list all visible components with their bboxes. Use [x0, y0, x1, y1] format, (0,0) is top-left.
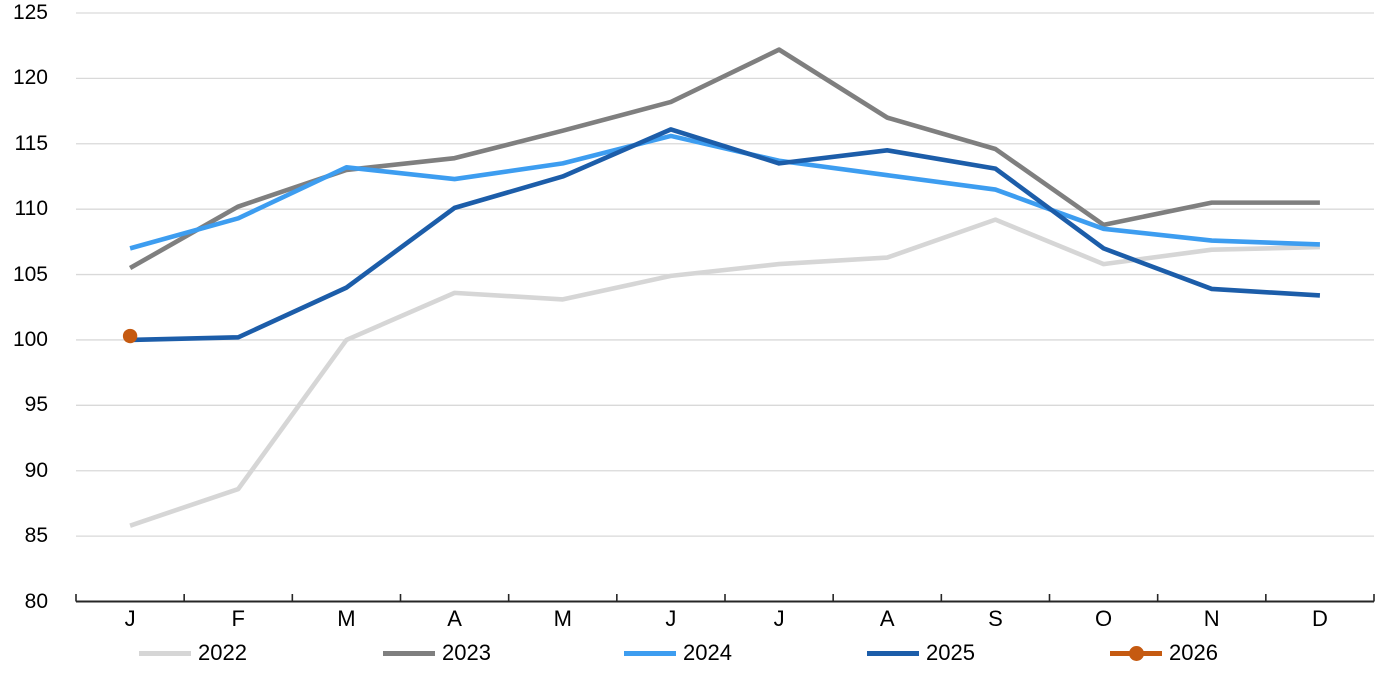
series-line-2024: [129, 133, 1320, 251]
series-line-2022: [129, 217, 1320, 528]
legend-label: 2023: [442, 640, 491, 665]
legend-label: 2024: [683, 640, 732, 665]
legend-label: 2022: [198, 640, 247, 665]
data-point-2026: [122, 328, 138, 344]
legend: 2022 2023 2024 2025 2026: [0, 640, 1400, 670]
x-axis-label: S: [988, 606, 1003, 631]
series-line-2025: [130, 127, 1321, 343]
x-axis-label: J: [124, 606, 136, 631]
x-axis-label: A: [879, 606, 895, 631]
x-axis-label: F: [231, 606, 245, 631]
y-axis-label: 120: [12, 66, 48, 90]
y-axis-label: 105: [12, 262, 48, 286]
legend-label: 2025: [926, 640, 975, 665]
legend-marker-dot-icon: [1129, 646, 1144, 661]
plot-area: [75, 12, 1375, 603]
x-axis-label: O: [1095, 606, 1113, 631]
x-axis-label: N: [1203, 606, 1220, 631]
x-axis-label: M: [553, 606, 572, 631]
legend-label: 2026: [1169, 640, 1218, 665]
y-axis-label: 80: [24, 589, 48, 613]
x-axis-label: J: [665, 606, 677, 631]
legend-line-swatch-icon: [624, 651, 676, 656]
y-axis-label: 100: [12, 327, 48, 351]
y-axis-label: 115: [14, 131, 48, 155]
x-axis-label: J: [773, 606, 785, 631]
y-axis-label: 95: [24, 393, 48, 417]
y-axis-label: 125: [12, 1, 48, 24]
legend-line-swatch-icon: [867, 651, 919, 656]
x-axis-label: A: [447, 606, 462, 631]
x-axis-label: M: [337, 606, 356, 631]
x-axis-label: D: [1311, 606, 1328, 631]
legend-line-swatch-icon: [383, 651, 435, 656]
y-axis-label: 110: [14, 197, 48, 221]
y-axis-label: 90: [24, 458, 48, 482]
y-axis-label: 85: [24, 524, 48, 548]
series-line-2023: [128, 47, 1320, 271]
legend-line-swatch-icon: [139, 651, 191, 656]
